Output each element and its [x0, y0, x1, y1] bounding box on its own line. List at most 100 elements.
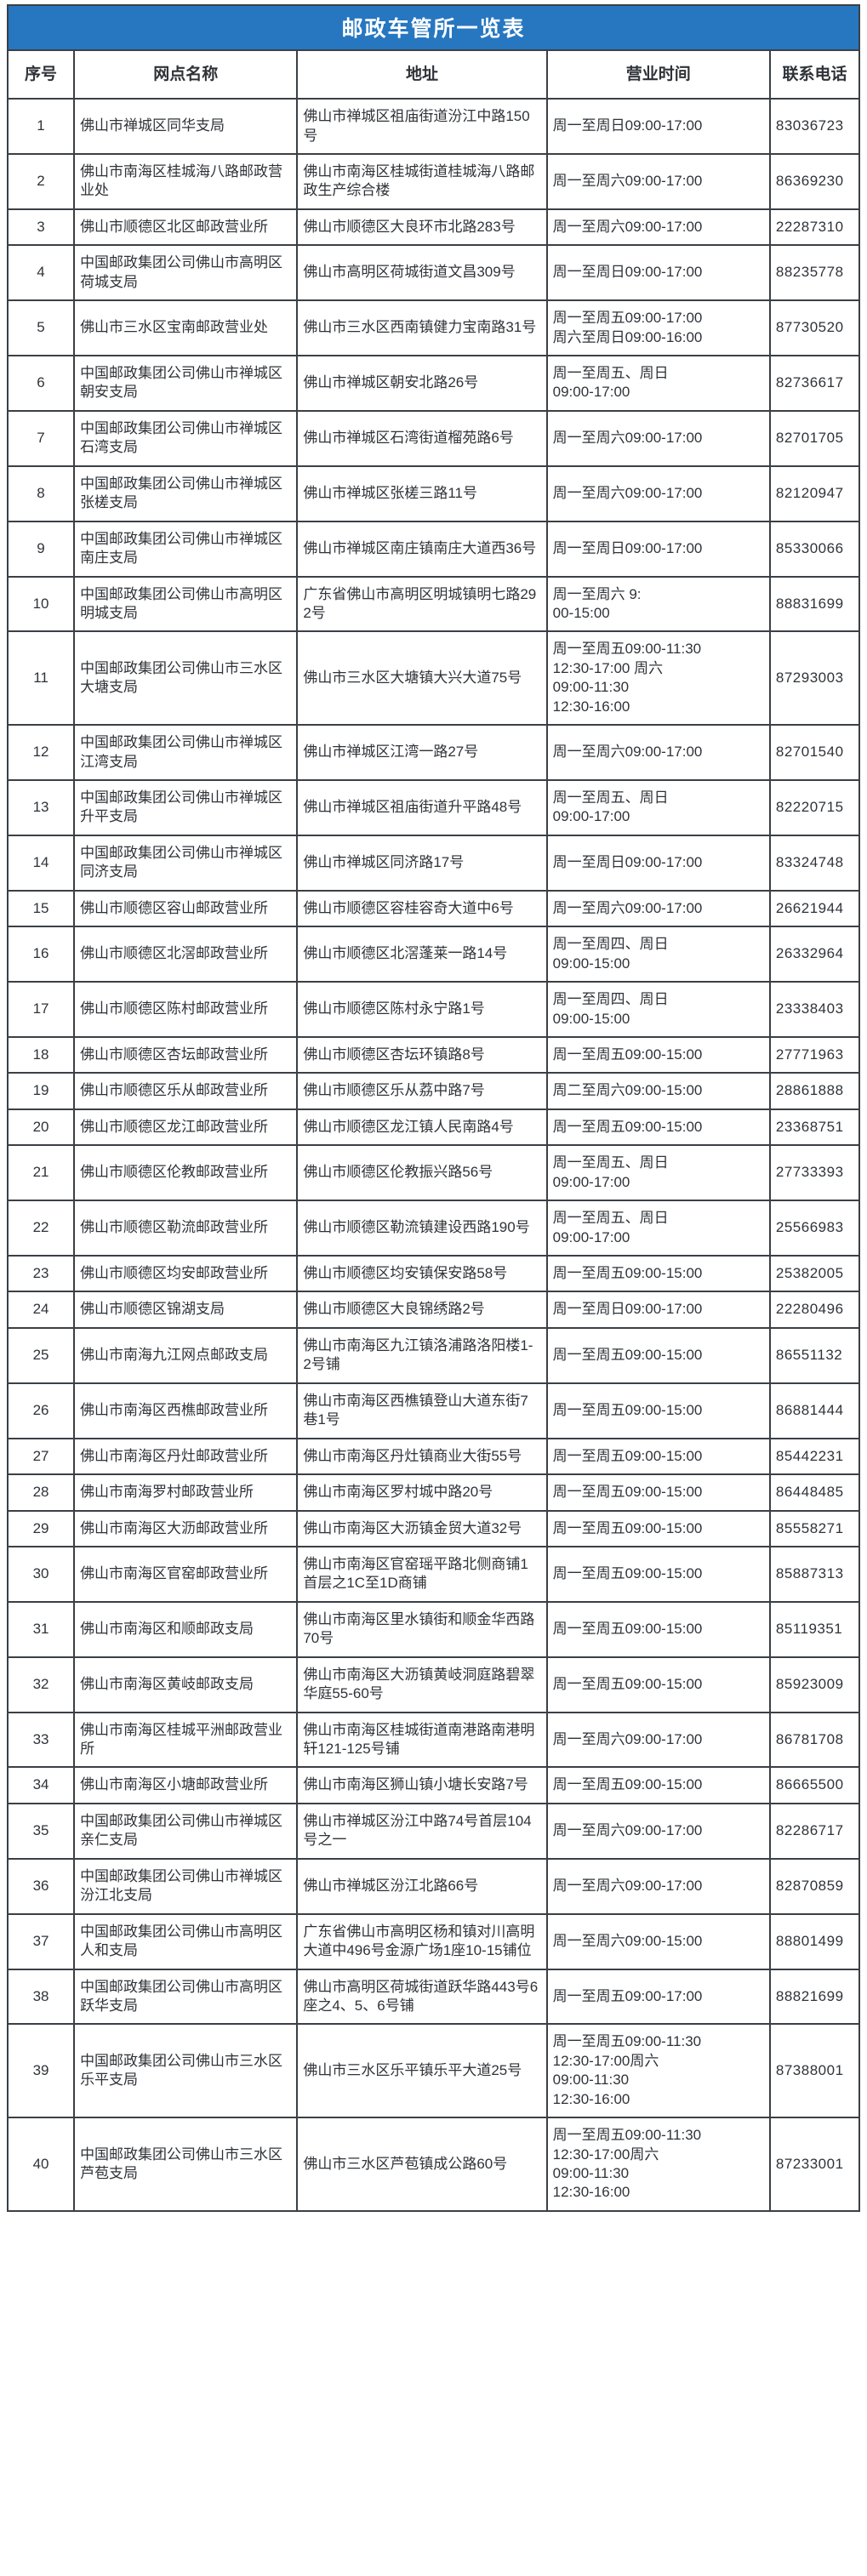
cell-hours: 周一至周六09:00-17:00 [545, 409, 771, 467]
cell-phone: 25382005 [768, 1255, 861, 1293]
cell-hours: 周一至周五09:00-17:00 周六至周日09:00-16:00 [545, 299, 771, 357]
col-header-address: 地址 [296, 48, 548, 100]
cell-hours: 周一至周日09:00-17:00 [545, 1291, 771, 1329]
table-row: 19 佛山市顺德区乐从邮政营业所 佛山市顺德区乐从荔中路7号 周二至周六09:00-1… [6, 1072, 861, 1110]
col-header-hours: 营业时间 [545, 48, 771, 100]
cell-address: 佛山市禅城区同济路17号 [296, 834, 548, 892]
cell-name: 佛山市南海罗村邮政营业所 [73, 1473, 299, 1512]
table-row: 10 中国邮政集团公司佛山市高明区明城支局 广东省佛山市高明区明城镇明七路292号周… [6, 575, 861, 633]
cell-name: 佛山市顺德区北区邮政营业所 [73, 208, 299, 247]
cell-hours: 周一至周六09:00-17:00 [545, 208, 771, 247]
cell-name: 中国邮政集团公司佛山市高明区跃华支局 [73, 1968, 299, 2026]
cell-name: 佛山市顺德区锦湖支局 [73, 1291, 299, 1329]
cell-address: 佛山市三水区大塘镇大兴大道75号 [296, 630, 548, 727]
cell-phone: 86369230 [768, 152, 861, 210]
cell-index: 25 [6, 1326, 76, 1384]
cell-index: 7 [6, 409, 76, 467]
cell-address: 佛山市禅城区张槎三路11号 [296, 464, 548, 522]
cell-name: 中国邮政集团公司佛山市禅城区升平支局 [73, 779, 299, 836]
table-row: 5 佛山市三水区宝南邮政营业处 佛山市三水区西南镇健力宝南路31号 周一至周五09:0… [6, 299, 861, 357]
cell-hours: 周一至周五09:00-15:00 [545, 1382, 771, 1439]
cell-hours: 周一至周六09:00-17:00 [545, 724, 771, 782]
cell-name: 佛山市顺德区均安邮政营业所 [73, 1255, 299, 1293]
cell-name: 佛山市南海区小塘邮政营业所 [73, 1766, 299, 1804]
cell-phone: 88801499 [768, 1912, 861, 1970]
cell-index: 28 [6, 1473, 76, 1512]
cell-address: 佛山市禅城区南庄镇南庄大道西36号 [296, 520, 548, 578]
table-body: 1 佛山市禅城区同华支局 佛山市禅城区祖庙街道汾江中路150号 周一至周日09:00-… [6, 98, 861, 2212]
page-title: 邮政车管所一览表 [7, 4, 860, 49]
cell-hours: 周一至周六09:00-17:00 [545, 1802, 771, 1860]
cell-phone: 23338403 [768, 981, 861, 1038]
cell-name: 佛山市南海区黄岐邮政支局 [73, 1656, 299, 1713]
cell-phone: 82736617 [768, 355, 861, 412]
cell-phone: 22280496 [768, 1291, 861, 1329]
col-header-name: 网点名称 [73, 48, 299, 100]
cell-address: 佛山市顺德区杏坛环镇路8号 [296, 1035, 548, 1074]
cell-address: 佛山市禅城区汾江北路66号 [296, 1857, 548, 1915]
cell-phone: 27733393 [768, 1144, 861, 1202]
table-row: 14 中国邮政集团公司佛山市禅城区同济支局 佛山市禅城区同济路17号 周一至周日09:… [6, 834, 861, 892]
cell-phone: 85330066 [768, 520, 861, 578]
table-row: 24 佛山市顺德区锦湖支局 佛山市顺德区大良锦绣路2号 周一至周日09:00-17:0… [6, 1291, 861, 1329]
cell-index: 29 [6, 1509, 76, 1547]
cell-hours: 周一至周五、周日 09:00-17:00 [545, 779, 771, 836]
cell-index: 4 [6, 244, 76, 302]
cell-name: 佛山市南海九江网点邮政支局 [73, 1326, 299, 1384]
cell-index: 30 [6, 1545, 76, 1603]
cell-address: 佛山市禅城区祖庙街道升平路48号 [296, 779, 548, 836]
cell-phone: 23368751 [768, 1108, 861, 1147]
cell-name: 中国邮政集团公司佛山市禅城区南庄支局 [73, 520, 299, 578]
cell-name: 佛山市三水区宝南邮政营业处 [73, 299, 299, 357]
cell-name: 佛山市顺德区陈村邮政营业所 [73, 981, 299, 1038]
table-row: 3 佛山市顺德区北区邮政营业所 佛山市顺德区大良环市北路283号 周一至周六09:00… [6, 208, 861, 247]
cell-address: 佛山市南海区九江镇洛浦路洛阳楼1-2号铺 [296, 1326, 548, 1384]
cell-hours: 周一至周五09:00-15:00 [545, 1255, 771, 1293]
cell-index: 23 [6, 1255, 76, 1293]
cell-hours: 周一至周日09:00-17:00 [545, 520, 771, 578]
cell-address: 佛山市南海区桂城街道南港路南港明轩121-125号铺 [296, 1711, 548, 1769]
table-row: 30 佛山市南海区官窑邮政营业所 佛山市南海区官窑瑶平路北侧商铺1首层之1C至1D商… [6, 1545, 861, 1603]
cell-index: 27 [6, 1437, 76, 1476]
cell-phone: 87730520 [768, 299, 861, 357]
cell-hours: 周一至周四、周日 09:00-15:00 [545, 981, 771, 1038]
cell-name: 中国邮政集团公司佛山市高明区人和支局 [73, 1912, 299, 1970]
cell-name: 中国邮政集团公司佛山市禅城区张槎支局 [73, 464, 299, 522]
cell-index: 14 [6, 834, 76, 892]
table-row: 32 佛山市南海区黄岐邮政支局 佛山市南海区大沥镇黄岐洞庭路碧翠华庭55-60号 周一… [6, 1656, 861, 1713]
offices-table: 序号 网点名称 地址 营业时间 联系电话 1 佛山市禅城区同华支局 佛山市禅城区祖庙… [6, 48, 861, 2212]
cell-phone: 87233001 [768, 2117, 861, 2212]
cell-phone: 82701540 [768, 724, 861, 782]
cell-address: 佛山市顺德区均安镇保安路58号 [296, 1255, 548, 1293]
cell-name: 中国邮政集团公司佛山市高明区明城支局 [73, 575, 299, 633]
cell-address: 佛山市南海区里水镇街和顺金华西路70号 [296, 1600, 548, 1658]
cell-phone: 85442231 [768, 1437, 861, 1476]
cell-index: 8 [6, 464, 76, 522]
cell-address: 佛山市南海区官窑瑶平路北侧商铺1首层之1C至1D商铺 [296, 1545, 548, 1603]
cell-phone: 86881444 [768, 1382, 861, 1439]
cell-address: 佛山市南海区桂城街道桂城海八路邮政生产综合楼 [296, 152, 548, 210]
cell-address: 佛山市顺德区大良环市北路283号 [296, 208, 548, 247]
cell-address: 广东省佛山市高明区明城镇明七路292号 [296, 575, 548, 633]
table-row: 25 佛山市南海九江网点邮政支局 佛山市南海区九江镇洛浦路洛阳楼1-2号铺 周一至周五… [6, 1326, 861, 1384]
cell-address: 佛山市顺德区容桂容奇大道中6号 [296, 889, 548, 928]
cell-phone: 88821699 [768, 1968, 861, 2026]
cell-phone: 82701705 [768, 409, 861, 467]
cell-phone: 27771963 [768, 1035, 861, 1074]
cell-hours: 周二至周六09:00-15:00 [545, 1072, 771, 1110]
cell-phone: 88831699 [768, 575, 861, 633]
cell-name: 佛山市顺德区伦教邮政营业所 [73, 1144, 299, 1202]
table-row: 20 佛山市顺德区龙江邮政营业所 佛山市顺德区龙江镇人民南路4号 周一至周五09:00… [6, 1108, 861, 1147]
col-header-phone: 联系电话 [768, 48, 861, 100]
cell-index: 10 [6, 575, 76, 633]
cell-hours: 周一至周五09:00-11:30 12:30-17:00周六 09:00-11:… [545, 2117, 771, 2212]
cell-phone: 26621944 [768, 889, 861, 928]
table-row: 34 佛山市南海区小塘邮政营业所 佛山市南海区狮山镇小塘长安路7号 周一至周五09:0… [6, 1766, 861, 1804]
cell-index: 26 [6, 1382, 76, 1439]
cell-address: 佛山市顺德区乐从荔中路7号 [296, 1072, 548, 1110]
cell-name: 中国邮政集团公司佛山市禅城区同济支局 [73, 834, 299, 892]
table-row: 28 佛山市南海罗村邮政营业所 佛山市南海区罗村城中路20号 周一至周五09:00-1… [6, 1473, 861, 1512]
cell-hours: 周一至周日09:00-17:00 [545, 98, 771, 155]
cell-name: 中国邮政集团公司佛山市禅城区石湾支局 [73, 409, 299, 467]
cell-address: 佛山市禅城区朝安北路26号 [296, 355, 548, 412]
